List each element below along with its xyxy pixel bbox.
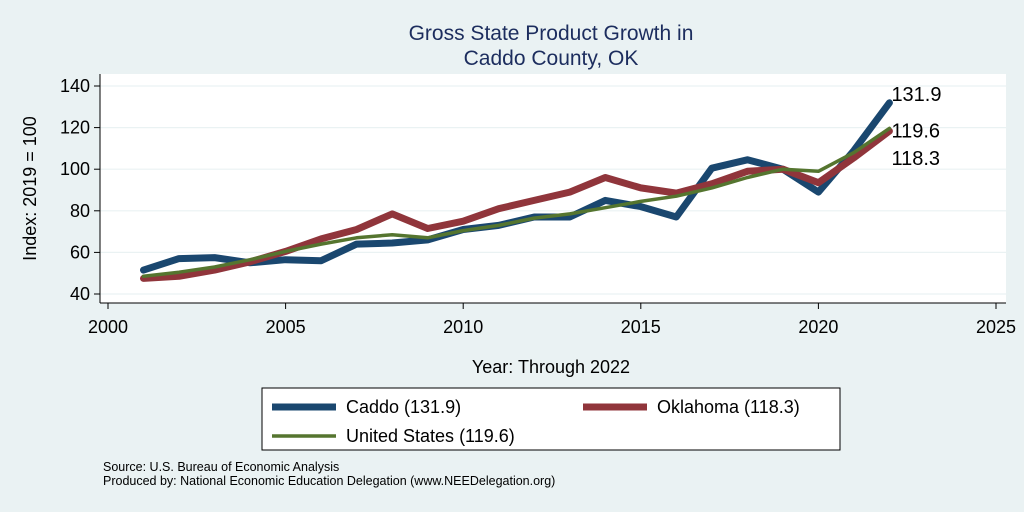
x-axis-title: Year: Through 2022 xyxy=(472,357,630,377)
x-tick-label-2000: 2000 xyxy=(88,317,128,337)
x-axis-ticks: 2000 2005 2010 2015 2020 2025 xyxy=(88,303,1016,337)
legend: Caddo (131.9) Oklahoma (118.3) United Stat… xyxy=(261,387,841,451)
end-label-caddo: 131.9 xyxy=(891,84,941,106)
x-tick-label-2005: 2005 xyxy=(266,317,306,337)
legend-label-oklahoma: Oklahoma (118.3) xyxy=(657,397,800,417)
x-tick-label-2010: 2010 xyxy=(443,317,483,337)
chart-title-line-2: Caddo County, OK xyxy=(464,47,639,70)
series-line-united-states xyxy=(141,126,892,279)
y-tick-label-100: 100 xyxy=(60,159,90,179)
y-tick-label-120: 120 xyxy=(60,118,90,138)
y-tick-label-140: 140 xyxy=(60,76,90,96)
end-label-united-states: 119.6 xyxy=(891,120,940,142)
y-tick-label-80: 80 xyxy=(70,201,90,221)
end-labels: 131.9 118.3 119.6 xyxy=(891,84,941,170)
source-line-1: Source: U.S. Bureau of Economic Analysis xyxy=(103,460,339,474)
y-tick-label-40: 40 xyxy=(70,284,90,304)
legend-box xyxy=(261,387,841,451)
x-tick-label-2015: 2015 xyxy=(621,317,661,337)
end-label-oklahoma: 118.3 xyxy=(891,148,940,170)
source-notes: Source: U.S. Bureau of Economic Analysis… xyxy=(103,460,555,488)
y-tick-label-60: 60 xyxy=(70,242,90,262)
series-lines xyxy=(140,99,893,282)
source-line-2: Produced by: National Economic Education… xyxy=(103,474,555,488)
y-axis-ticks: 40 60 80 100 120 140 xyxy=(60,76,100,304)
chart-title-line-1: Gross State Product Growth in xyxy=(409,22,694,45)
legend-label-united-states: United States (119.6) xyxy=(346,426,515,446)
x-tick-label-2020: 2020 xyxy=(798,317,838,337)
y-axis-title: Index: 2019 = 100 xyxy=(20,116,40,261)
x-tick-label-2025: 2025 xyxy=(976,317,1016,337)
gridlines xyxy=(100,85,1006,295)
legend-label-caddo: Caddo (131.9) xyxy=(346,397,461,417)
